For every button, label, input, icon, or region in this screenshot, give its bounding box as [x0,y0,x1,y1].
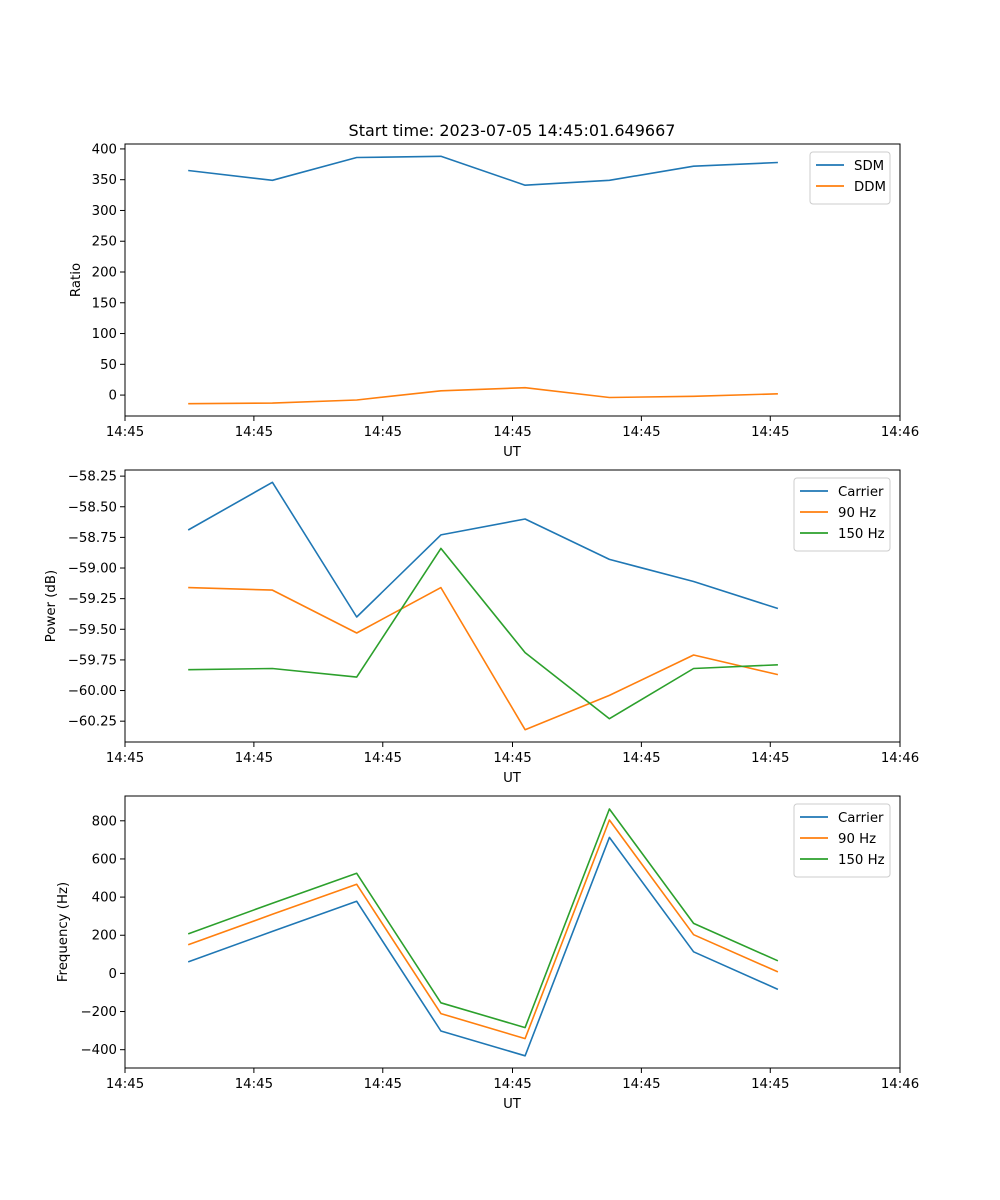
ratio-y-tick-label: 200 [92,266,117,281]
power-y-tick-label: −58.75 [68,531,117,546]
frequency-x-tick-label: 14:45 [364,1077,402,1092]
ratio-x-tick-label: 14:45 [364,425,402,440]
power-y-axis-label: Power (dB) [44,570,59,642]
ratio-y-axis-label: Ratio [69,263,84,297]
frequency-x-tick-label: 14:45 [235,1077,273,1092]
power-y-tick-label: −58.25 [68,470,117,485]
frequency-y-tick-label: 400 [92,891,117,906]
ratio-legend-label-ddm: DDM [854,180,886,195]
power-x-tick-label: 14:46 [881,751,919,766]
frequency-x-tick-label: 14:45 [622,1077,660,1092]
power-x-tick-label: 14:45 [364,751,402,766]
ratio-x-tick-label: 14:45 [235,425,273,440]
power-x-axis-label: UT [503,771,522,786]
frequency-90-hz-line [187,819,779,1040]
ratio-y-tick-label: 400 [92,142,117,157]
ratio-y-tick-label: 250 [92,235,117,250]
power-150-hz-line [188,547,778,720]
ratio-ddm-line [188,386,778,405]
power-y-tick-label: −59.25 [68,592,117,607]
ratio-y-tick-label: 300 [92,204,117,219]
frequency-legend-label-150-hz: 150 Hz [838,853,885,868]
ratio-x-axis-label: UT [503,445,522,460]
power-legend-label-carrier: Carrier [838,485,884,500]
ratio-x-tick-label: 14:45 [622,425,660,440]
frequency-y-axis-label: Frequency (Hz) [56,882,71,982]
frequency-x-tick-label: 14:45 [751,1077,789,1092]
frequency-x-tick-label: 14:45 [106,1077,144,1092]
frequency-x-axis-label: UT [503,1097,522,1112]
ratio-plot: UT Ratio 14:45 14:45 14:45 14:45 14:45 14:45 1… [69,142,919,460]
frequency-y-tick-label: −200 [80,1005,117,1020]
frequency-y-tick-label: 0 [109,967,117,982]
frequency-y-tick-label: −400 [80,1043,117,1058]
frequency-legend-label-90-hz: 90 Hz [838,832,876,847]
power-y-tick-label: −58.50 [68,500,117,515]
frequency-150-hz-line [187,808,779,1029]
power-x-tick-label: 14:45 [493,751,531,766]
ratio-y-tick-label: 0 [109,389,117,404]
frequency-y-tick-label: 600 [92,852,117,867]
ratio-x-tick-label: 14:45 [751,425,789,440]
ratio-y-tick-label: 350 [92,173,117,188]
ratio-sdm-line [188,155,778,186]
power-90-hz-line [188,586,779,731]
power-x-tick-label: 14:45 [751,751,789,766]
ratio-y-tick-label: 100 [92,327,117,342]
ratio-x-tick-label: 14:45 [106,425,144,440]
frequency-legend-label-carrier: Carrier [838,811,884,826]
frequency-carrier-line [187,836,779,1057]
frequency-y-tick-label: 200 [92,929,117,944]
ratio-y-tick-label: 150 [92,296,117,311]
ratio-x-tick-label: 14:45 [493,425,531,440]
power-legend-label-90-hz: 90 Hz [838,506,876,521]
ratio-x-tick-label: 14:46 [881,425,919,440]
ratio-y-tick-label: 50 [100,358,117,373]
power-legend-label-150-hz: 150 Hz [838,527,885,542]
power-y-tick-label: −59.00 [68,562,117,577]
power-carrier-line [187,481,779,618]
frequency-plot: UT Frequency (Hz) 14:45 14:45 14:45 14:45 14… [56,795,919,1112]
frequency-x-tick-label: 14:46 [881,1077,919,1092]
power-y-tick-label: −60.00 [68,684,117,699]
power-x-tick-label: 14:45 [106,751,144,766]
frequency-x-tick-label: 14:45 [493,1077,531,1092]
frequency-y-tick-label: 800 [92,814,117,829]
power-plot: UT Power (dB) 14:45 14:45 14:45 14:45 14:45 1… [44,469,919,786]
power-y-tick-label: −59.75 [68,653,117,668]
power-x-tick-label: 14:45 [622,751,660,766]
figure-title: Start time: 2023-07-05 14:45:01.649667 [349,121,676,140]
power-y-tick-label: −59.50 [68,623,117,638]
power-y-tick-label: −60.25 [68,715,117,730]
power-x-tick-label: 14:45 [235,751,273,766]
ratio-legend-label-sdm: SDM [854,159,884,174]
